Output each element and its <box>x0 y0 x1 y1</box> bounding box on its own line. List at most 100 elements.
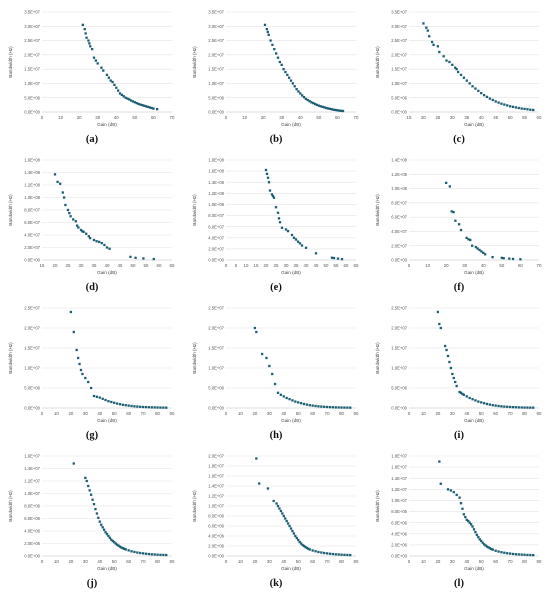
x-tick-label: 35 <box>464 115 469 120</box>
data-point <box>153 406 156 409</box>
data-point <box>459 502 463 505</box>
chart-h: 0.0E+00 5.0E+06 1.0E+07 1.5E+07 2.0E+07 2.5E+… <box>192 306 359 423</box>
data-point <box>517 553 520 556</box>
data-point <box>297 401 300 404</box>
data-point <box>271 372 274 376</box>
data-point <box>142 257 145 260</box>
y-tick-label: 2.0E+06 <box>391 542 407 547</box>
data-point <box>133 405 136 408</box>
data-point <box>276 391 280 394</box>
x-tick-label: 10 <box>54 559 59 564</box>
data-point <box>255 330 258 334</box>
panel-caption-d: (d) <box>85 282 99 293</box>
y-tick-label: 1.0E+07 <box>391 498 407 503</box>
data-point <box>89 386 93 390</box>
data-point <box>102 69 105 72</box>
data-point <box>477 89 480 93</box>
y-axis-title: Bandwidth (Hz) <box>8 490 13 522</box>
data-point <box>484 544 487 547</box>
y-tick-label: 8.0E+07 <box>208 213 224 218</box>
data-point <box>120 93 124 97</box>
data-point <box>446 488 450 491</box>
data-point <box>85 232 88 235</box>
data-point <box>439 482 442 485</box>
y-tick-label: 4.0E+07 <box>24 233 40 238</box>
data-point <box>314 404 317 408</box>
data-point <box>436 310 440 314</box>
chart-c: 0.0E+00 5.0E+06 1.0E+07 1.5E+07 2.0E+07 2.5E+… <box>375 10 542 127</box>
data-point <box>451 63 454 67</box>
x-tick-label: 15 <box>254 263 259 268</box>
data-point <box>286 229 290 233</box>
x-tick-label: 40 <box>281 559 286 564</box>
y-tick-label: 1.4E+07 <box>208 484 224 489</box>
x-tick-label: 10 <box>421 559 426 564</box>
data-point <box>115 543 119 546</box>
data-point <box>83 27 86 31</box>
data-point <box>462 76 466 79</box>
chart-i: 0.0E+00 5.0E+06 1.0E+07 1.5E+07 2.0E+07 2.5E+… <box>375 306 542 423</box>
x-tick-label: 70 <box>141 411 146 416</box>
data-point <box>511 257 515 261</box>
data-point <box>349 553 352 557</box>
data-point <box>92 56 96 59</box>
data-point <box>311 549 314 552</box>
data-point <box>118 403 122 406</box>
chart-b: 0.0E+00 5.0E+06 1.0E+07 1.5E+07 2.0E+07 2.5E+… <box>192 10 359 127</box>
data-point <box>101 526 104 529</box>
chart-d: 0.0E+00 2.0E+07 4.0E+07 6.0E+07 8.0E+07 1.0E+… <box>8 158 175 275</box>
data-point <box>72 462 75 465</box>
data-point <box>511 105 515 109</box>
y-tick-label: 1.6E+08 <box>24 158 40 163</box>
y-tick-label: 1.6E+07 <box>24 454 40 459</box>
x-tick-label: 30 <box>279 115 284 120</box>
data-point <box>159 406 162 409</box>
x-tick-label: 10 <box>238 559 243 564</box>
data-point <box>306 98 309 102</box>
y-axis-title: Bandwidth (Hz) <box>8 46 13 78</box>
y-tick-label: 1.8E+07 <box>391 454 407 459</box>
data-point <box>532 554 535 557</box>
data-point <box>144 405 148 409</box>
x-tick-label: 10 <box>238 411 243 416</box>
chart-panel-f: 0.0E+00 2.0E+07 4.0E+07 6.0E+07 8.0E+07 1.0E+… <box>373 152 545 278</box>
x-tick-label: 30 <box>284 263 289 268</box>
x-tick-label: 0 <box>225 559 228 564</box>
data-point <box>265 172 269 176</box>
data-point <box>485 545 489 548</box>
data-point <box>144 105 148 108</box>
data-point <box>341 109 345 113</box>
panel-caption-b: (b) <box>269 134 283 145</box>
data-point <box>323 405 326 408</box>
x-tick-label: 25 <box>435 115 440 120</box>
data-point <box>456 70 460 74</box>
data-point <box>90 47 94 51</box>
data-point <box>520 406 523 409</box>
data-point <box>506 104 509 107</box>
x-tick-label: 30 <box>95 115 100 120</box>
data-point <box>446 354 450 358</box>
x-tick-label: 60 <box>310 411 315 416</box>
data-point <box>478 538 481 541</box>
y-tick-label: 1.0E+08 <box>24 195 40 200</box>
data-point <box>500 102 503 105</box>
data-point <box>295 536 298 540</box>
x-axis-title: Gain (dB) <box>464 566 484 571</box>
x-tick-label: 70 <box>537 263 542 268</box>
data-point <box>474 245 478 249</box>
data-point <box>110 538 113 541</box>
data-point <box>336 257 340 260</box>
data-point <box>500 405 503 408</box>
data-point <box>334 108 337 112</box>
data-point <box>455 67 458 71</box>
data-point <box>517 106 520 110</box>
data-point <box>299 92 302 95</box>
x-tick-label: 45 <box>493 115 498 120</box>
data-point <box>301 543 304 547</box>
x-tick-label: 60 <box>126 559 131 564</box>
data-point <box>310 101 313 104</box>
y-tick-label: 5.0E+06 <box>24 386 40 391</box>
data-point <box>107 400 110 403</box>
data-point <box>115 402 119 405</box>
